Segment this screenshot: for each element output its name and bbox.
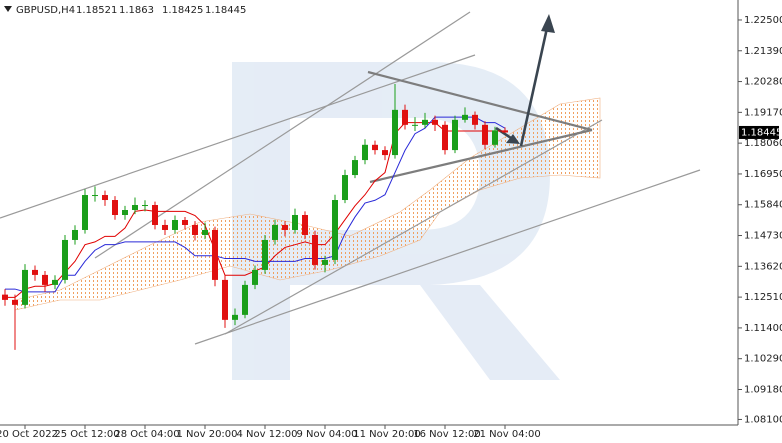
candle-body bbox=[352, 160, 358, 176]
x-tick-label: 28 Oct 04:00 bbox=[114, 429, 179, 440]
candle-body bbox=[192, 224, 198, 235]
candle-body bbox=[232, 314, 238, 320]
candle-body bbox=[302, 214, 308, 235]
candle-body bbox=[312, 234, 318, 265]
y-tick-label: 1.13620 bbox=[744, 261, 782, 272]
candle-body bbox=[202, 229, 208, 235]
candle-body bbox=[262, 239, 268, 270]
candle-body bbox=[482, 124, 488, 145]
candle-body bbox=[392, 109, 398, 156]
menu-arrow[interactable] bbox=[4, 6, 12, 12]
plot bbox=[2, 84, 508, 350]
candle-body bbox=[382, 150, 388, 156]
y-tick-label: 1.20280 bbox=[744, 77, 782, 88]
candle-body bbox=[2, 294, 8, 300]
y-tick-label: 1.12510 bbox=[744, 292, 782, 303]
header-values: 1.18521 1.1863 1.18425 1.18445 bbox=[76, 5, 246, 16]
candle-body bbox=[52, 279, 58, 285]
candle-body bbox=[112, 200, 118, 215]
x-tick-label: 25 Oct 12:00 bbox=[54, 429, 119, 440]
last-price-label: 1.18445 bbox=[741, 127, 782, 138]
candle-body bbox=[162, 224, 168, 230]
candle-body bbox=[222, 279, 228, 320]
y-tick-label: 1.16950 bbox=[744, 169, 782, 180]
candle-body bbox=[402, 109, 408, 125]
x-tick-label: 11 Nov 20:00 bbox=[353, 429, 420, 440]
candle-body bbox=[182, 219, 188, 225]
x-tick-label: 4 Nov 12:00 bbox=[236, 429, 297, 440]
candle-body bbox=[322, 259, 328, 265]
candle-body bbox=[452, 119, 458, 151]
trend-lines bbox=[0, 11, 701, 345]
last-price-box bbox=[739, 125, 779, 139]
y-tick-label: 1.11400 bbox=[744, 323, 782, 334]
symbol-title: GBPUSD,H4 bbox=[16, 5, 75, 16]
x-tick-label: 20 Oct 2022 bbox=[0, 429, 58, 440]
candle-body bbox=[92, 195, 98, 197]
triangle-pattern bbox=[367, 70, 593, 184]
forecast-arrows bbox=[495, 14, 555, 147]
candle-body bbox=[272, 224, 278, 240]
y-tick-label: 1.10290 bbox=[744, 354, 782, 365]
y-tick-label: 1.19170 bbox=[744, 107, 782, 118]
candle-body bbox=[332, 200, 338, 260]
x-tick-label: 9 Nov 04:00 bbox=[296, 429, 357, 440]
candle-body bbox=[472, 114, 478, 125]
candle-body bbox=[242, 284, 248, 315]
candle-body bbox=[42, 274, 48, 285]
x-tick-label: 16 Nov 12:00 bbox=[413, 429, 480, 440]
candle-body bbox=[492, 130, 498, 145]
y-tick-label: 1.18060 bbox=[744, 138, 782, 149]
y-tick-label: 1.08100 bbox=[744, 414, 782, 425]
candle-body bbox=[362, 144, 368, 161]
header-value: 1.18425 bbox=[162, 5, 203, 16]
candle-body bbox=[142, 205, 148, 207]
candle-body bbox=[252, 269, 258, 285]
y-tick-label: 1.09180 bbox=[744, 384, 782, 395]
candle-body bbox=[72, 229, 78, 240]
x-tick-label: 1 Nov 20:00 bbox=[176, 429, 237, 440]
candle-body bbox=[132, 205, 138, 211]
candle-body bbox=[82, 195, 88, 230]
candle-body bbox=[172, 219, 178, 230]
header-value: 1.1863 bbox=[119, 5, 154, 16]
candle-body bbox=[292, 214, 298, 230]
candle-body bbox=[62, 239, 68, 280]
candle-body bbox=[502, 130, 508, 133]
candle-body bbox=[22, 269, 28, 305]
candle-body bbox=[12, 299, 18, 305]
candle-body bbox=[372, 144, 378, 151]
ichimoku-cloud bbox=[14, 97, 601, 311]
indicator-line bbox=[5, 116, 506, 293]
candle-body bbox=[102, 195, 108, 201]
candle-body bbox=[422, 119, 428, 125]
y-tick-label: 1.22500 bbox=[744, 15, 782, 26]
y-tick-label: 1.21390 bbox=[744, 46, 782, 57]
header-value: 1.18445 bbox=[205, 5, 246, 16]
candle-body bbox=[32, 269, 38, 275]
candle-body bbox=[122, 210, 128, 215]
header-value: 1.18521 bbox=[76, 5, 117, 16]
x-tick-label: 21 Nov 04:00 bbox=[473, 429, 540, 440]
y-tick-label: 1.14730 bbox=[744, 231, 782, 242]
candle-body bbox=[152, 205, 158, 225]
candle-body bbox=[342, 175, 348, 201]
candle-body bbox=[432, 119, 438, 125]
candle-body bbox=[212, 229, 218, 280]
candle-body bbox=[462, 114, 468, 120]
candle-body bbox=[442, 124, 448, 151]
y-tick-label: 1.15840 bbox=[744, 200, 782, 211]
candle-body bbox=[412, 124, 418, 126]
candle-body bbox=[282, 224, 288, 230]
